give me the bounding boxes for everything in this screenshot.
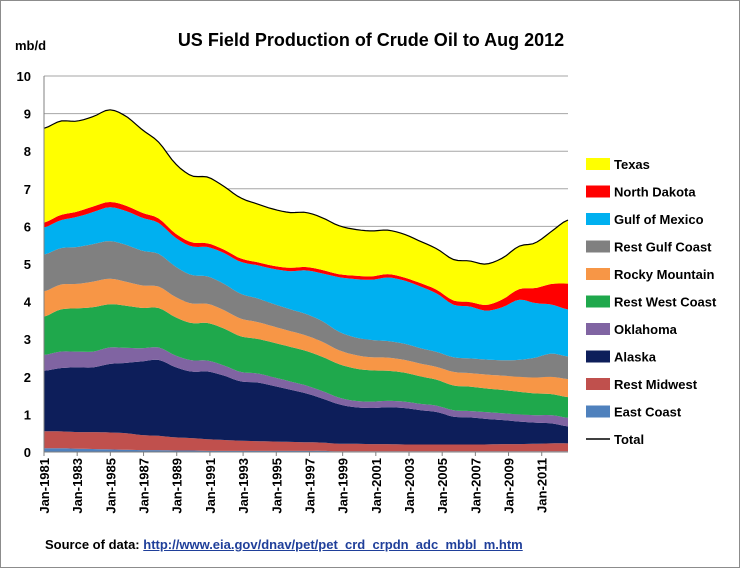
x-tick-Jan-1989: Jan-1989 (170, 458, 185, 514)
y-tick-2: 2 (24, 370, 31, 385)
legend-label-north-dakota: North Dakota (614, 185, 696, 200)
y-tick-6: 6 (24, 219, 31, 234)
area-north-dakota (44, 202, 568, 311)
area-gulf-of-mexico (44, 207, 568, 361)
x-tick-Jan-2009: Jan-2009 (502, 458, 517, 514)
legend-swatch-north-dakota (586, 185, 610, 198)
x-tick-Jan-1997: Jan-1997 (302, 458, 317, 514)
legend-swatch-gulf-of-mexico (586, 213, 610, 225)
total-line-group (43, 109, 569, 265)
x-tick-Jan-1993: Jan-1993 (236, 458, 251, 514)
x-tick-Jan-2003: Jan-2003 (402, 458, 417, 514)
area-oklahoma (44, 347, 568, 427)
y-tick-7: 7 (24, 182, 31, 197)
legend-swatch-texas (586, 158, 610, 170)
x-tick-Jan-1985: Jan-1985 (103, 458, 118, 514)
x-tick-labels: Jan-1981 Jan-1983 Jan-1985 Jan-1987 Jan-1989… (37, 452, 550, 514)
legend-swatch-rocky-mountain (586, 268, 610, 280)
axes (43, 76, 568, 453)
x-tick-Jan-2005: Jan-2005 (435, 458, 450, 514)
x-tick-Jan-1991: Jan-1991 (203, 458, 218, 514)
x-tick-Jan-1987: Jan-1987 (137, 458, 152, 514)
legend-label-rest-midwest: Rest Midwest (614, 377, 698, 392)
source-label: Source of data: (45, 537, 140, 552)
legend-swatch-rest-gulf-coast (586, 240, 610, 253)
area-alaska (44, 359, 568, 445)
y-tick-3: 3 (24, 332, 31, 347)
legend-label-rest-gulf-coast: Rest Gulf Coast (614, 240, 712, 255)
x-tick-Jan-1981: Jan-1981 (37, 458, 52, 514)
legend-label-gulf-of-mexico: Gulf of Mexico (614, 212, 704, 227)
x-tick-Jan-1983: Jan-1983 (70, 458, 85, 514)
legend-swatch-rest-west-coast (586, 295, 610, 308)
area-rocky-mountain (44, 278, 568, 398)
legend-swatch-alaska (586, 350, 610, 363)
area-texas (44, 109, 568, 305)
y-tick-4: 4 (24, 295, 32, 310)
x-tick-Jan-1999: Jan-1999 (336, 458, 351, 514)
area-east-coast (44, 448, 568, 452)
area-rest-west-coast (44, 304, 568, 418)
source-note: Source of data: http://www.eia.gov/dnav/… (45, 537, 523, 552)
legend-label-alaska: Alaska (614, 350, 657, 365)
y-tick-10: 10 (17, 69, 31, 84)
x-tick-Jan-1995: Jan-1995 (269, 458, 284, 514)
x-tick-Jan-2001: Jan-2001 (369, 458, 384, 514)
y-tick-5: 5 (24, 257, 31, 272)
legend-label-oklahoma: Oklahoma (614, 322, 678, 337)
y-tick-1: 1 (24, 407, 31, 422)
legend: Texas North Dakota Gulf of Mexico Rest Gulf… (586, 157, 717, 447)
source-link[interactable]: http://www.eia.gov/dnav/pet/pet_crd_crpd… (143, 537, 523, 552)
area-rest-gulf-coast (44, 241, 568, 380)
chart-title: US Field Production of Crude Oil to Aug … (178, 30, 564, 50)
x-tick-Jan-2007: Jan-2007 (468, 458, 483, 514)
legend-label-texas: Texas (614, 157, 650, 172)
y-tick-9: 9 (24, 107, 31, 122)
legend-label-rocky-mountain: Rocky Mountain (614, 267, 714, 282)
legend-label-east-coast: East Coast (614, 405, 682, 420)
y-axis-label: mb/d (15, 38, 46, 53)
area-rest-midwest (44, 431, 568, 452)
legend-label-rest-west-coast: Rest West Coast (614, 295, 717, 310)
total-line (43, 109, 569, 265)
legend-label-total: Total (614, 432, 644, 447)
legend-swatch-oklahoma (586, 323, 610, 335)
y-tick-labels: 0 1 2 3 4 5 6 7 8 9 10 (17, 69, 32, 460)
y-tick-0: 0 (24, 445, 31, 460)
legend-swatch-east-coast (586, 405, 610, 418)
x-tick-Jan-2011: Jan-2011 (535, 458, 550, 513)
y-tick-8: 8 (24, 144, 31, 159)
legend-swatch-rest-midwest (586, 378, 610, 390)
stacked-areas (44, 109, 568, 452)
